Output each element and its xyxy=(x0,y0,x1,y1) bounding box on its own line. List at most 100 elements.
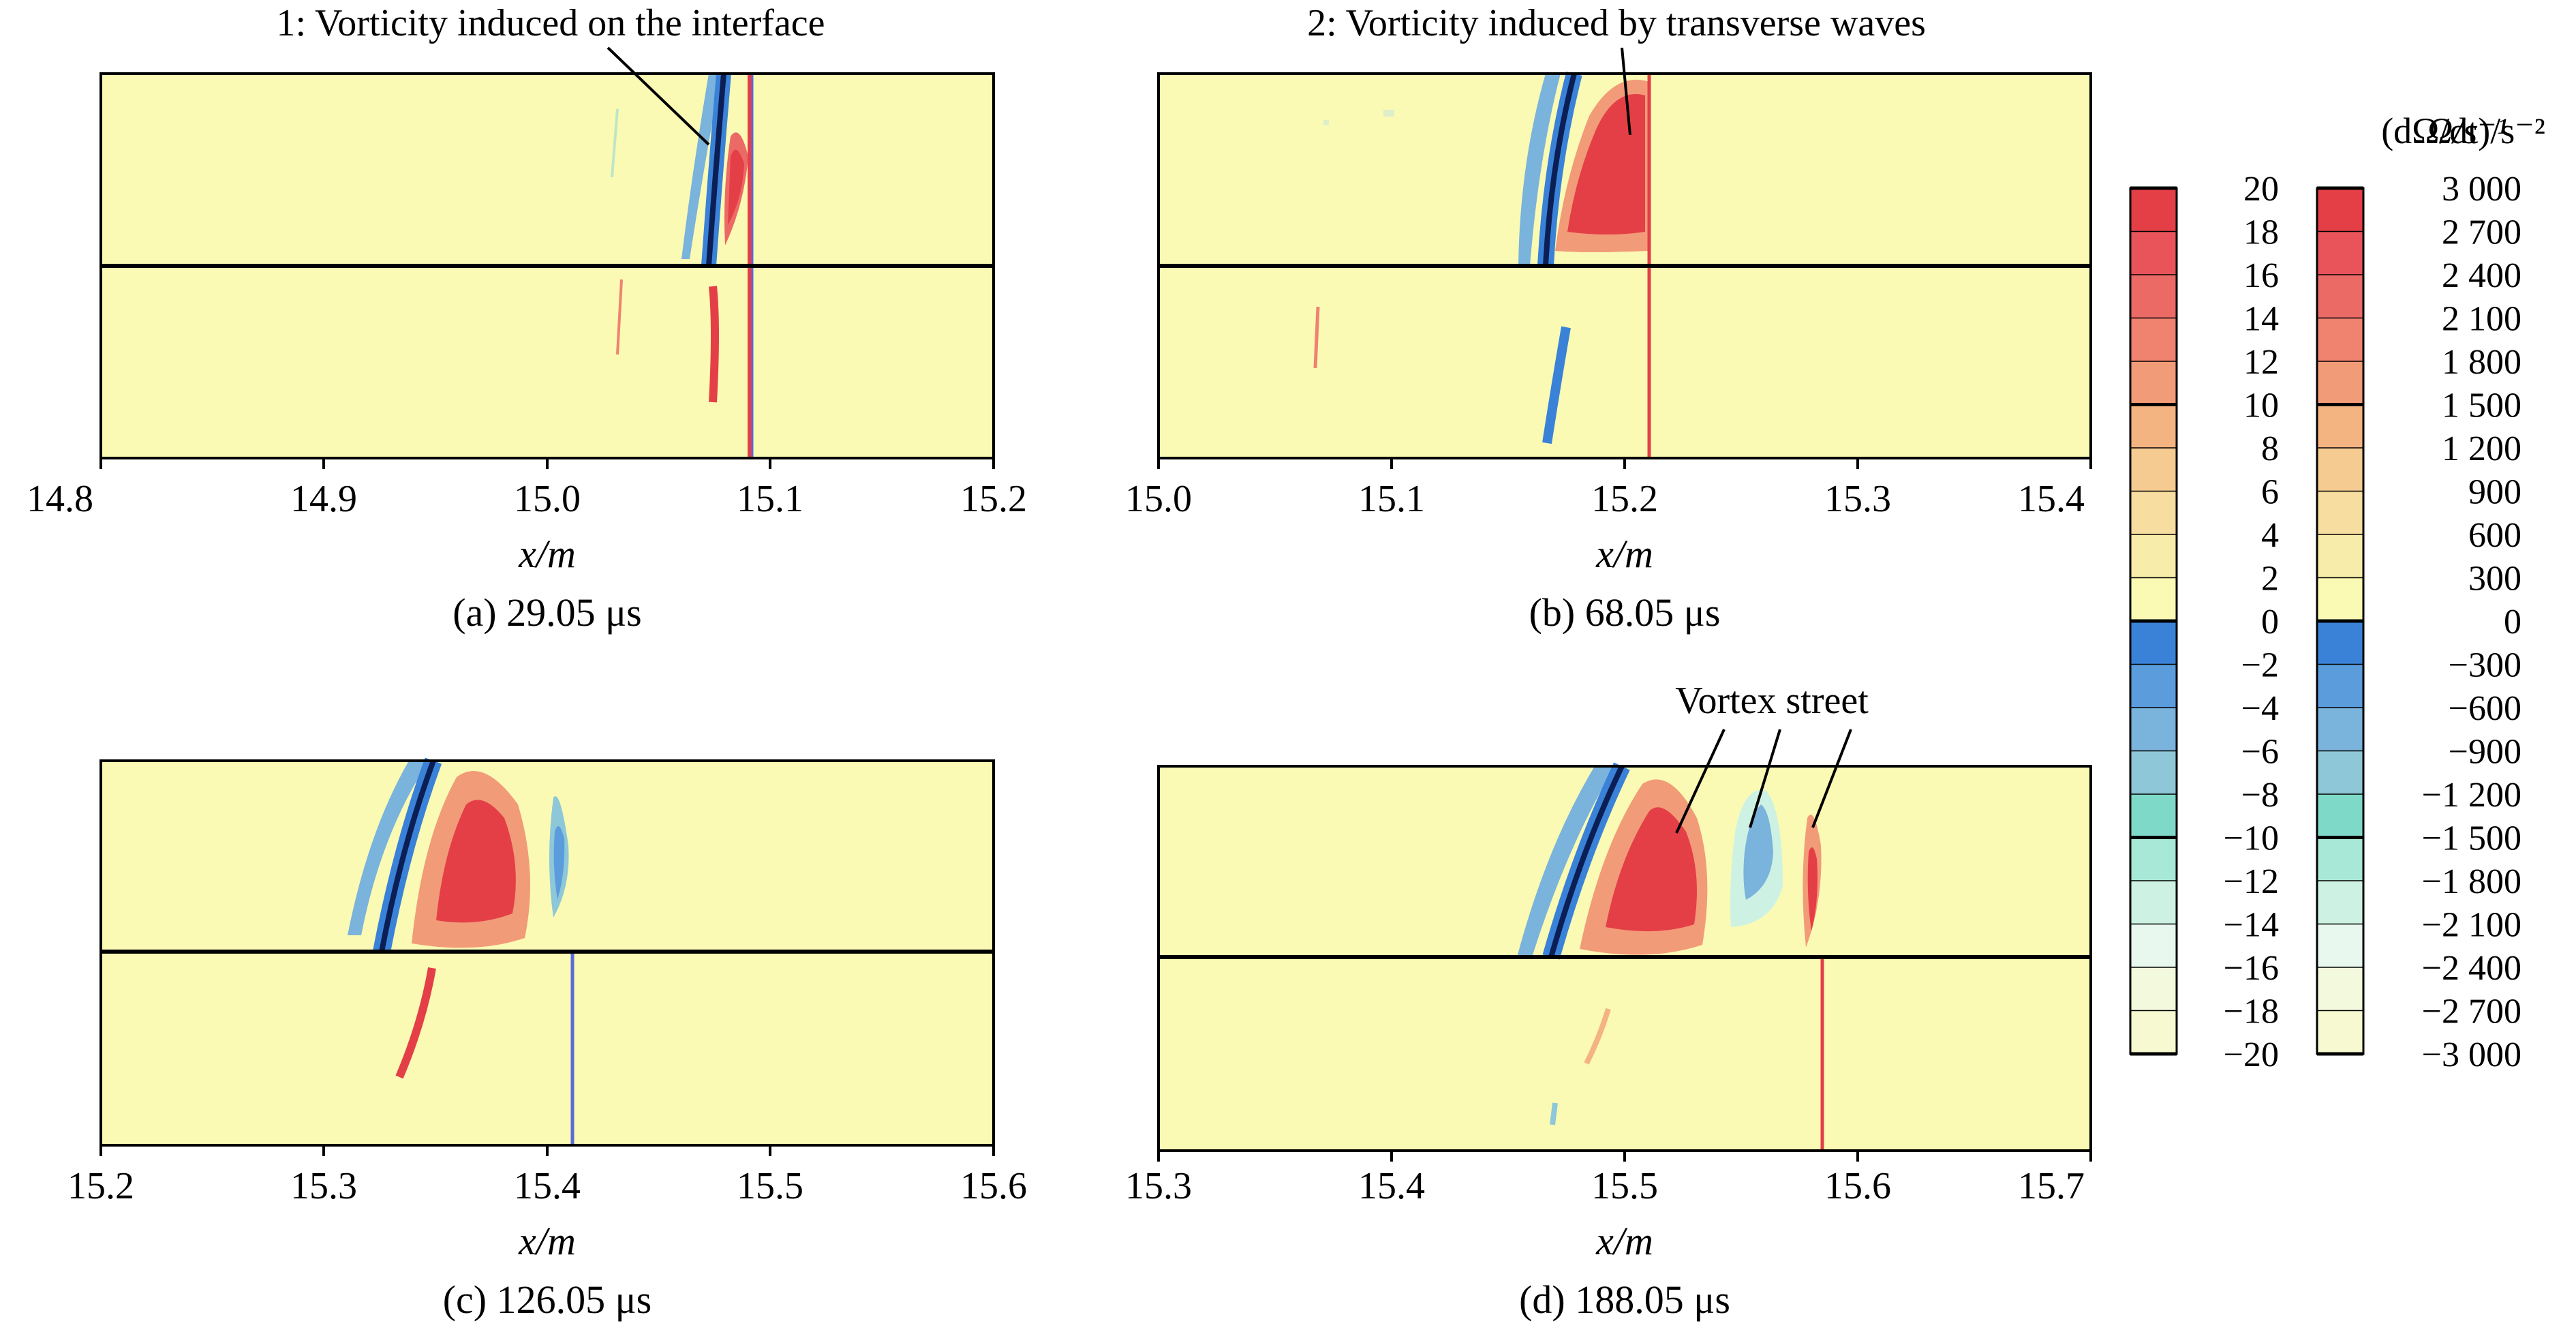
x-tick-label: 15.4 xyxy=(514,1165,581,1207)
colorbar-tick-label: 300 xyxy=(2468,560,2521,599)
x-axis-label: x/m xyxy=(518,532,576,576)
panel-caption: (b) 68.05 μs xyxy=(1529,590,1721,635)
colorbar-cell xyxy=(2317,404,2363,449)
x-tick-label: 15.6 xyxy=(1824,1165,1891,1207)
colorbar-tick-label: 1 200 xyxy=(2442,429,2521,468)
annotation-label: Vortex street xyxy=(1675,680,1869,722)
interface-vorticity-halo xyxy=(1518,74,1561,266)
colorbar-tick-label: 1 500 xyxy=(2442,387,2521,425)
x-axis: 14.8 14.9 15.0 15.1 15.2 xyxy=(27,458,1027,520)
interface-vorticity-halo xyxy=(681,74,721,259)
x-tick-label: 15.5 xyxy=(1591,1165,1658,1207)
colorbar-cell xyxy=(2317,448,2363,491)
x-tick-label: 15.1 xyxy=(1358,478,1425,520)
colorbar-cell xyxy=(2130,577,2177,622)
colorbar-cell xyxy=(2130,188,2177,232)
colorbar-cell xyxy=(2130,275,2177,318)
colorbar-cell xyxy=(2130,534,2177,578)
panel-c: 15.2 15.3 15.4 15.5 15.6 x/m (c) 126.05 … xyxy=(67,757,1027,1322)
colorbar-cell xyxy=(2317,491,2363,535)
colorbar-cell xyxy=(2130,318,2177,362)
colorbar-tick-label: −2 700 xyxy=(2422,993,2521,1031)
x-tick-label: 15.3 xyxy=(1824,478,1891,520)
colorbar-tick-label: 900 xyxy=(2468,473,2521,512)
colorbar-tick-label: −300 xyxy=(2449,646,2521,685)
x-tick-label: 15.2 xyxy=(67,1165,134,1207)
colorbar-tick-label: −10 xyxy=(2224,819,2279,858)
blue-vortex-core xyxy=(553,826,565,900)
x-tick-label: 15.7 xyxy=(2018,1165,2085,1207)
colorbar-tick-label: 2 400 xyxy=(2442,256,2521,295)
colorbar-tick-label: 2 xyxy=(2261,560,2279,599)
colorbar-cell xyxy=(2130,794,2177,838)
colorbar-ticks: 3 000 2 700 2 400 2 100 1 800 1 500 1 200 900 60… xyxy=(2317,170,2521,1074)
annotation-leader xyxy=(1675,729,1726,834)
x-tick-label: 15.6 xyxy=(960,1165,1027,1207)
colorbar-cell xyxy=(2317,924,2363,968)
colorbar-cell xyxy=(2317,577,2363,622)
colorbar-tick-label: −16 xyxy=(2224,949,2279,988)
colorbar-vorticity: Ω/s⁻¹ 20181614121086420−2−4−6−8−10−12−14… xyxy=(2129,110,2508,1074)
colorbar-cell xyxy=(2130,751,2177,795)
interface-line xyxy=(706,73,726,267)
red-vortex-core xyxy=(728,149,744,225)
colorbar-cell xyxy=(2130,924,2177,968)
colorbar-tick-label: −4 xyxy=(2241,689,2279,728)
annotation-label: 1: Vorticity induced on the interface xyxy=(276,2,825,44)
colorbar-tick-label: −1 500 xyxy=(2422,819,2521,858)
colorbar-tick-label: 12 xyxy=(2243,343,2279,382)
colorbar-tick-label: 4 xyxy=(2261,516,2279,555)
weak-red-trace xyxy=(616,279,623,355)
colorbar-cell xyxy=(2317,708,2363,751)
x-axis: 15.3 15.4 15.5 15.6 15.7 xyxy=(1125,1151,2092,1207)
colorbar-cell xyxy=(2130,404,2177,449)
colorbar-tick-label: 6 xyxy=(2261,473,2279,512)
colorbar-cell xyxy=(2130,491,2177,535)
colorbar-tick-label: 0 xyxy=(2504,603,2521,641)
colorbar-cell xyxy=(2130,708,2177,751)
red-streak xyxy=(395,967,436,1079)
colorbar-title: Ω/s⁻¹ xyxy=(2426,110,2508,151)
colorbar-tick-label: 14 xyxy=(2243,300,2279,339)
blue-vortex-core xyxy=(1743,804,1773,900)
colorbar-tick-label: 1 800 xyxy=(2442,343,2521,382)
colorbar-cell xyxy=(2317,318,2363,362)
x-tick-label: 15.0 xyxy=(514,478,581,520)
colorbar-tick-label: 2 100 xyxy=(2442,300,2521,339)
colorbar-tick-label: 16 xyxy=(2243,256,2279,295)
colorbar-tick-label: 600 xyxy=(2468,516,2521,555)
colorbar-tick-label: −1 200 xyxy=(2422,776,2521,815)
colorbar-cell xyxy=(2317,967,2363,1011)
panel-b: 2: Vorticity induced by transverse waves… xyxy=(1125,2,2092,635)
colorbar-tick-label: −18 xyxy=(2224,993,2279,1031)
colorbar-cell xyxy=(2130,837,2177,881)
interface-line xyxy=(1543,73,1577,267)
colorbar-cell xyxy=(2130,1010,2177,1055)
weak-red-streak xyxy=(1584,1008,1611,1065)
colorbar-tick-label: −8 xyxy=(2241,776,2279,815)
colorbar-cell xyxy=(2317,881,2363,924)
annotation-leader xyxy=(1621,47,1631,136)
colorbar-tick-label: −2 400 xyxy=(2422,949,2521,988)
colorbar-cell xyxy=(2317,361,2363,405)
colorbar-tick-label: 20 xyxy=(2243,170,2279,209)
colorbar-tick-label: 10 xyxy=(2243,387,2279,425)
colorbar-cell xyxy=(2317,231,2363,275)
trailing-red-vortex-core xyxy=(1807,847,1818,931)
panel-a: 1: Vorticity induced on the interface 14… xyxy=(27,2,1027,635)
panel-caption: (c) 126.05 μs xyxy=(443,1277,652,1322)
x-axis-label: x/m xyxy=(518,1219,576,1263)
colorbar-cell xyxy=(2317,837,2363,881)
x-tick-label: 15.2 xyxy=(1591,478,1658,520)
annotation-leader xyxy=(1811,729,1852,828)
x-tick-label: 15.3 xyxy=(1125,1165,1192,1207)
colorbar-tick-label: −900 xyxy=(2449,733,2521,772)
x-tick-label: 14.8 xyxy=(27,478,93,520)
colorbar-cell xyxy=(2317,751,2363,795)
x-axis: 15.0 15.1 15.2 15.3 15.4 xyxy=(1125,458,2092,520)
x-axis-label: x/m xyxy=(1595,1219,1653,1263)
panel-caption: (d) 188.05 μs xyxy=(1519,1277,1730,1322)
colorbar-cells xyxy=(2129,187,2178,1055)
colorbar-tick-label: −600 xyxy=(2449,689,2521,728)
